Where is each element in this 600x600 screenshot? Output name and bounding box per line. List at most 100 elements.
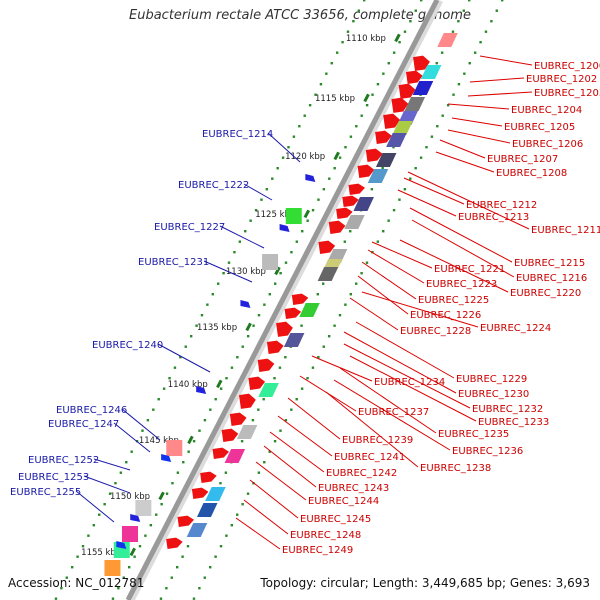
gene-box[interactable] [283, 333, 305, 347]
gene-box[interactable] [412, 81, 434, 95]
gene-label-eubrec_1200[interactable]: EUBREC_1200 [534, 61, 600, 72]
forward-gene-arrow[interactable] [348, 183, 365, 195]
forward-gene-arrow[interactable] [229, 412, 248, 426]
gene-label-eubrec_1240[interactable]: EUBREC_1240 [92, 340, 163, 351]
gene-box[interactable] [135, 500, 152, 516]
reverse-gene-arrow[interactable] [240, 300, 251, 308]
gene-label-eubrec_1238[interactable]: EUBREC_1238 [420, 463, 491, 474]
gene-label-eubrec_1234[interactable]: EUBREC_1234 [374, 377, 445, 388]
gene-label-eubrec_1228[interactable]: EUBREC_1228 [400, 326, 471, 337]
forward-gene-arrow[interactable] [383, 113, 401, 129]
forward-gene-arrow[interactable] [257, 358, 276, 372]
gene-label-eubrec_1211[interactable]: EUBREC_1211 [531, 225, 600, 236]
gene-box[interactable] [353, 197, 374, 211]
gene-label-eubrec_1205[interactable]: EUBREC_1205 [504, 122, 575, 133]
gene-box[interactable] [166, 440, 183, 456]
gene-label-eubrec_1245[interactable]: EUBREC_1245 [300, 514, 371, 525]
gene-label-eubrec_1242[interactable]: EUBREC_1242 [326, 468, 397, 479]
forward-gene-arrow[interactable] [166, 537, 183, 549]
gene-box[interactable] [196, 503, 218, 517]
gene-label-eubrec_1244[interactable]: EUBREC_1244 [308, 496, 379, 507]
forward-gene-arrow[interactable] [405, 70, 424, 84]
forward-gene-arrow[interactable] [391, 97, 409, 113]
gene-box[interactable] [420, 65, 442, 79]
gene-box[interactable] [344, 215, 365, 229]
gene-box[interactable] [258, 383, 279, 397]
gene-label-eubrec_1243[interactable]: EUBREC_1243 [318, 483, 389, 494]
gene-label-eubrec_1227[interactable]: EUBREC_1227 [154, 222, 225, 233]
reverse-gene-arrow[interactable] [161, 454, 172, 462]
gene-box[interactable] [285, 208, 302, 224]
gene-box[interactable] [375, 153, 397, 167]
gene-label-eubrec_1246[interactable]: EUBREC_1246 [56, 405, 127, 416]
gene-box[interactable] [236, 425, 258, 439]
gene-label-eubrec_1226[interactable]: EUBREC_1226 [410, 310, 481, 321]
reverse-gene-arrow[interactable] [305, 174, 316, 182]
gene-label-eubrec_1236[interactable]: EUBREC_1236 [452, 446, 523, 457]
forward-gene-arrow[interactable] [266, 340, 285, 354]
gene-box[interactable] [205, 487, 226, 501]
gene-label-eubrec_1252[interactable]: EUBREC_1252 [28, 455, 99, 466]
gene-label-eubrec_1223[interactable]: EUBREC_1223 [426, 279, 497, 290]
gene-box[interactable] [224, 449, 246, 463]
forward-gene-arrow[interactable] [336, 207, 353, 219]
forward-gene-arrow[interactable] [342, 195, 359, 207]
gene-box[interactable] [404, 97, 426, 111]
reverse-gene-arrow[interactable] [116, 541, 127, 549]
gene-label-eubrec_1224[interactable]: EUBREC_1224 [480, 323, 551, 334]
forward-gene-arrow[interactable] [212, 447, 230, 459]
gene-label-eubrec_1214[interactable]: EUBREC_1214 [202, 129, 273, 140]
gene-label-eubrec_1216[interactable]: EUBREC_1216 [516, 273, 587, 284]
gene-box[interactable] [367, 169, 389, 183]
forward-gene-arrow[interactable] [248, 376, 266, 390]
gene-label-eubrec_1239[interactable]: EUBREC_1239 [342, 435, 413, 446]
gene-label-eubrec_1208[interactable]: EUBREC_1208 [496, 168, 567, 179]
reverse-gene-arrow[interactable] [279, 224, 290, 232]
gene-label-eubrec_1222[interactable]: EUBREC_1222 [178, 180, 249, 191]
gene-label-eubrec_1249[interactable]: EUBREC_1249 [282, 545, 353, 556]
gene-label-eubrec_1202[interactable]: EUBREC_1202 [526, 74, 597, 85]
gene-label-eubrec_1248[interactable]: EUBREC_1248 [290, 530, 361, 541]
forward-gene-arrow[interactable] [200, 471, 217, 483]
gene-label-eubrec_1247[interactable]: EUBREC_1247 [48, 419, 119, 430]
gene-label-eubrec_1207[interactable]: EUBREC_1207 [487, 154, 558, 165]
gene-box[interactable] [262, 254, 279, 270]
forward-gene-arrow[interactable] [328, 220, 347, 234]
forward-gene-arrow[interactable] [276, 321, 294, 337]
forward-gene-arrow[interactable] [413, 55, 431, 71]
gene-label-eubrec_1206[interactable]: EUBREC_1206 [512, 139, 583, 150]
forward-gene-arrow[interactable] [357, 164, 376, 178]
gene-box[interactable] [121, 526, 138, 542]
gene-label-eubrec_1235[interactable]: EUBREC_1235 [438, 429, 509, 440]
gene-box[interactable] [299, 303, 320, 317]
gene-box[interactable] [386, 133, 407, 147]
forward-gene-arrow[interactable] [375, 130, 393, 144]
gene-label-eubrec_1231[interactable]: EUBREC_1231 [138, 257, 209, 268]
forward-gene-arrow[interactable] [238, 393, 257, 409]
forward-gene-arrow[interactable] [365, 148, 384, 162]
forward-gene-arrow[interactable] [221, 428, 240, 442]
forward-gene-arrow[interactable] [291, 293, 309, 305]
gene-label-eubrec_1241[interactable]: EUBREC_1241 [334, 452, 405, 463]
gene-label-eubrec_1230[interactable]: EUBREC_1230 [458, 389, 529, 400]
gene-label-eubrec_1253[interactable]: EUBREC_1253 [18, 472, 89, 483]
forward-gene-arrow[interactable] [398, 83, 417, 99]
gene-box[interactable] [317, 267, 339, 281]
forward-gene-arrow[interactable] [191, 487, 209, 499]
gene-label-eubrec_1212[interactable]: EUBREC_1212 [466, 200, 537, 211]
forward-gene-arrow[interactable] [177, 515, 195, 527]
reverse-gene-arrow[interactable] [196, 386, 207, 394]
gene-box[interactable] [437, 33, 458, 47]
gene-label-eubrec_1213[interactable]: EUBREC_1213 [458, 212, 529, 223]
gene-box[interactable] [392, 121, 413, 135]
gene-box[interactable] [186, 523, 208, 537]
forward-gene-arrow[interactable] [318, 240, 336, 254]
gene-label-eubrec_1229[interactable]: EUBREC_1229 [456, 374, 527, 385]
gene-label-eubrec_1233[interactable]: EUBREC_1233 [478, 417, 549, 428]
forward-gene-arrow[interactable] [284, 307, 302, 319]
gene-label-eubrec_1225[interactable]: EUBREC_1225 [418, 295, 489, 306]
gene-box[interactable] [104, 560, 121, 576]
gene-label-eubrec_1215[interactable]: EUBREC_1215 [514, 258, 585, 269]
gene-label-eubrec_1221[interactable]: EUBREC_1221 [434, 264, 505, 275]
gene-label-eubrec_1203[interactable]: EUBREC_1203 [534, 88, 600, 99]
